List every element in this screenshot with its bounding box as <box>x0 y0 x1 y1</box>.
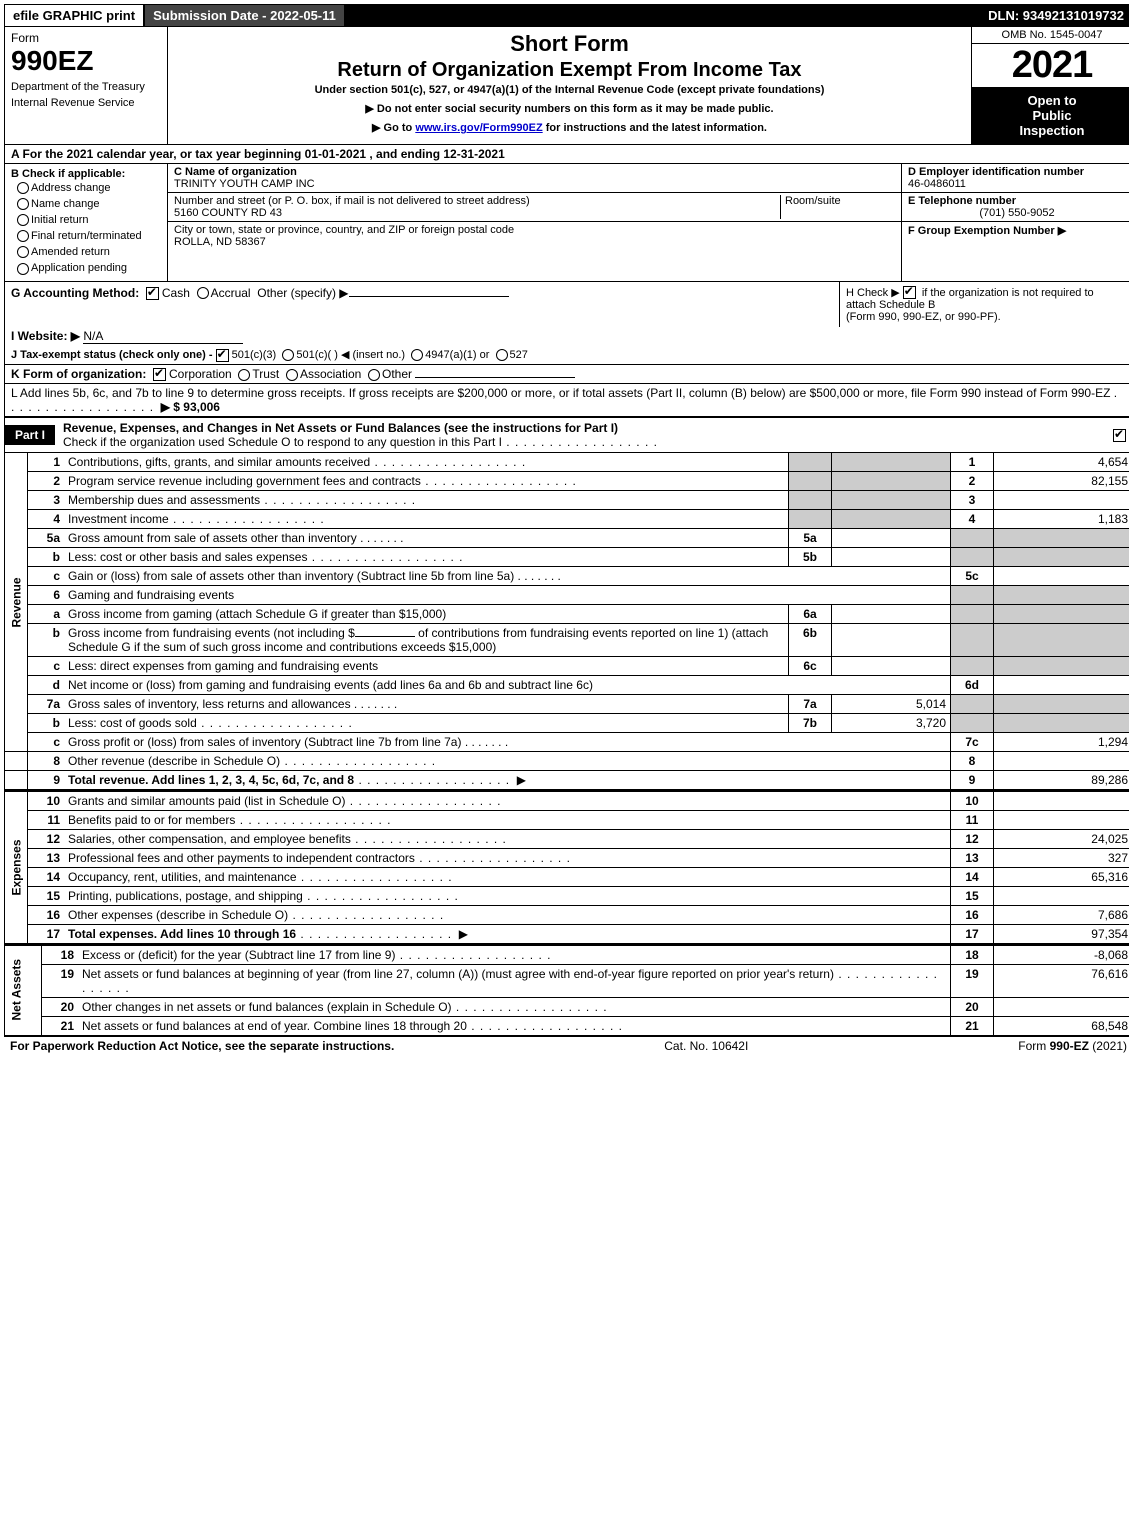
website-value: N/A <box>83 329 243 344</box>
irs-link[interactable]: www.irs.gov/Form990EZ <box>415 122 542 134</box>
short-form-title: Short Form <box>176 31 963 57</box>
schedule-o-checkbox[interactable] <box>1113 429 1126 442</box>
form-label: Form <box>11 31 161 45</box>
line-21-amount: 68,548 <box>994 1017 1129 1036</box>
under-section: Under section 501(c), 527, or 4947(a)(1)… <box>176 84 963 96</box>
form-number: 990EZ <box>11 45 161 77</box>
revenue-table: Revenue 1 Contributions, gifts, grants, … <box>4 453 1129 790</box>
section-a-tax-year: A For the 2021 calendar year, or tax yea… <box>4 145 1129 164</box>
line-2-amount: 82,155 <box>994 472 1129 491</box>
telephone: (701) 550-9052 <box>908 207 1126 219</box>
line-7b-amount: 3,720 <box>832 714 951 733</box>
group-exemption: F Group Exemption Number ▶ <box>908 225 1066 237</box>
ssn-warning: ▶ Do not enter social security numbers o… <box>176 102 963 115</box>
accrual-checkbox[interactable] <box>197 287 209 299</box>
part-1-header: Part I Revenue, Expenses, and Changes in… <box>4 417 1129 453</box>
501c-checkbox[interactable] <box>282 349 294 361</box>
line-1-amount: 4,654 <box>994 453 1129 472</box>
identity-block: B Check if applicable: Address change Na… <box>4 164 1129 282</box>
goto-instructions: ▶ Go to www.irs.gov/Form990EZ for instru… <box>176 121 963 134</box>
association-checkbox[interactable] <box>286 369 298 381</box>
room-suite: Room/suite <box>780 195 895 219</box>
expenses-section-label: Expenses <box>5 791 28 944</box>
dept-treasury: Department of the Treasury <box>11 81 161 93</box>
section-l: L Add lines 5b, 6c, and 7b to line 9 to … <box>4 384 1129 417</box>
line-1-desc: Contributions, gifts, grants, and simila… <box>64 453 789 472</box>
trust-checkbox[interactable] <box>238 369 250 381</box>
line-19-amount: 76,616 <box>994 965 1129 998</box>
part-1-tab: Part I <box>5 425 55 445</box>
return-title: Return of Organization Exempt From Incom… <box>176 59 963 82</box>
header-left: Form 990EZ Department of the Treasury In… <box>5 27 168 144</box>
name-change-checkbox[interactable] <box>17 198 29 210</box>
submission-date-button[interactable]: Submission Date - 2022-05-11 <box>145 5 346 26</box>
efile-print-button[interactable]: efile GRAPHIC print <box>5 5 145 26</box>
page-footer: For Paperwork Reduction Act Notice, see … <box>4 1036 1129 1055</box>
gross-receipts-amount: ▶ $ 93,006 <box>161 400 220 414</box>
final-return-checkbox[interactable] <box>17 230 29 242</box>
line-9-total-revenue: 89,286 <box>994 771 1129 790</box>
org-name: TRINITY YOUTH CAMP INC <box>174 178 895 190</box>
dln-label: DLN: 93492131019732 <box>980 5 1129 26</box>
expenses-table: Expenses 10 Grants and similar amounts p… <box>4 790 1129 944</box>
top-bar: efile GRAPHIC print Submission Date - 20… <box>4 4 1129 27</box>
section-b: B Check if applicable: Address change Na… <box>5 164 168 281</box>
city-state-zip: ROLLA, ND 58367 <box>174 236 895 248</box>
dept-irs: Internal Revenue Service <box>11 97 161 109</box>
corporation-checkbox[interactable] <box>153 368 166 381</box>
street-address: 5160 COUNTY RD 43 <box>174 207 780 219</box>
section-c: C Name of organization TRINITY YOUTH CAM… <box>168 164 901 281</box>
initial-return-checkbox[interactable] <box>17 214 29 226</box>
header-right: OMB No. 1545-0047 2021 Open to Public In… <box>971 27 1129 144</box>
catalog-number: Cat. No. 10642I <box>664 1039 748 1053</box>
section-h: H Check ▶ if the organization is not req… <box>839 282 1129 328</box>
line-4-amount: 1,183 <box>994 510 1129 529</box>
4947-checkbox[interactable] <box>411 349 423 361</box>
ein: 46-0486011 <box>908 178 1126 190</box>
other-org-checkbox[interactable] <box>368 369 380 381</box>
section-de: D Employer identification number 46-0486… <box>901 164 1129 281</box>
gh-row: G Accounting Method: Cash Accrual Other … <box>4 282 1129 328</box>
section-i: I Website: ▶ N/A <box>4 327 1129 346</box>
application-pending-checkbox[interactable] <box>17 263 29 275</box>
cash-checkbox[interactable] <box>146 287 159 300</box>
line-7a-amount: 5,014 <box>832 695 951 714</box>
line-14-amount: 65,316 <box>994 868 1129 887</box>
527-checkbox[interactable] <box>496 349 508 361</box>
line-12-amount: 24,025 <box>994 830 1129 849</box>
open-to-public: Open to Public Inspection <box>972 87 1129 144</box>
net-assets-table: Net Assets 18 Excess or (deficit) for th… <box>4 944 1129 1036</box>
501c3-checkbox[interactable] <box>216 349 229 362</box>
section-j: J Tax-exempt status (check only one) - 5… <box>4 346 1129 365</box>
omb-number: OMB No. 1545-0047 <box>972 27 1129 44</box>
revenue-section-label: Revenue <box>5 453 28 752</box>
header-center: Short Form Return of Organization Exempt… <box>168 27 971 144</box>
other-specify-input[interactable] <box>349 296 509 297</box>
address-change-checkbox[interactable] <box>17 182 29 194</box>
form-header: Form 990EZ Department of the Treasury In… <box>4 27 1129 145</box>
net-assets-section-label: Net Assets <box>5 945 42 1036</box>
amended-return-checkbox[interactable] <box>17 246 29 258</box>
section-k: K Form of organization: Corporation Trus… <box>4 365 1129 384</box>
line-17-total-expenses: 97,354 <box>994 925 1129 944</box>
line-18-amount: -8,068 <box>994 945 1129 965</box>
schedule-b-checkbox[interactable] <box>903 286 916 299</box>
line-13-amount: 327 <box>994 849 1129 868</box>
line-16-amount: 7,686 <box>994 906 1129 925</box>
tax-year: 2021 <box>972 44 1129 87</box>
line-7c-amount: 1,294 <box>994 733 1129 752</box>
